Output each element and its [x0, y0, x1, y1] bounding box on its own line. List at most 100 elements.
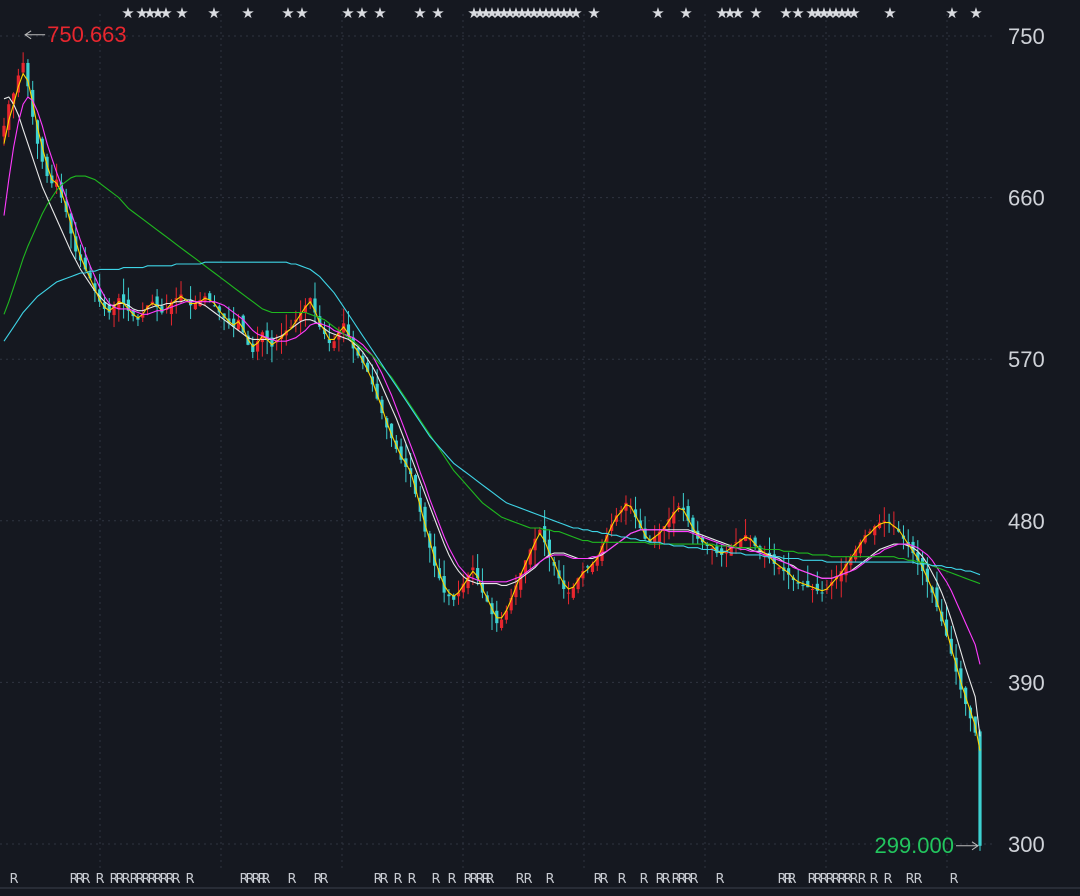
- candle-body: [739, 538, 743, 548]
- candle-body: [925, 568, 929, 582]
- star-icon: ★: [545, 4, 558, 22]
- star-icon: ★: [847, 4, 860, 22]
- star-icon: ★: [817, 4, 830, 22]
- candle-body: [342, 323, 346, 333]
- candle-body: [653, 536, 657, 543]
- star-icon: ★: [467, 4, 480, 22]
- r-marker-icon: R: [639, 872, 648, 887]
- candle-body: [849, 556, 853, 566]
- candle-body: [504, 610, 508, 620]
- star-icon: ★: [281, 4, 294, 22]
- r-marker-icon: R: [165, 872, 174, 887]
- candle-body: [93, 283, 97, 291]
- r-marker-icon: R: [245, 872, 254, 887]
- candle-body: [729, 545, 733, 556]
- candle-body: [375, 383, 379, 399]
- r-marker-icon: R: [447, 872, 456, 887]
- candle-body: [767, 552, 772, 559]
- r-marker-icon: R: [949, 872, 958, 887]
- candle-body: [763, 554, 767, 557]
- candle-body: [643, 528, 647, 539]
- candle-body: [538, 529, 542, 535]
- candle-body: [332, 341, 336, 349]
- candle-body: [160, 306, 164, 313]
- candle-body: [868, 531, 872, 534]
- candle-body: [978, 731, 982, 846]
- candle-body: [112, 305, 116, 316]
- candle-body: [423, 506, 427, 532]
- candle-body: [959, 668, 963, 690]
- r-marker-icon: R: [171, 872, 180, 887]
- candle-body: [26, 62, 30, 87]
- candle-body: [193, 303, 197, 310]
- candle-body: [131, 310, 135, 317]
- star-icon: ★: [557, 4, 570, 22]
- star-icon: ★: [563, 4, 576, 22]
- star-icon: ★: [829, 4, 842, 22]
- star-icon: ★: [151, 4, 164, 22]
- star-icon: ★: [527, 4, 540, 22]
- star-icon: ★: [731, 4, 744, 22]
- candle-body: [40, 138, 44, 162]
- star-icon: ★: [341, 4, 354, 22]
- candle-body: [595, 556, 599, 566]
- r-marker-icon: R: [393, 872, 402, 887]
- r-marker-icon: R: [883, 872, 892, 887]
- star-icon: ★: [503, 4, 516, 22]
- candle-body: [772, 554, 776, 564]
- candle-body: [208, 293, 212, 300]
- star-icon: ★: [651, 4, 664, 22]
- r-marker-icon: R: [825, 872, 834, 887]
- candle-body: [456, 592, 461, 597]
- r-marker-icon: R: [783, 872, 792, 887]
- r-marker-icon: R: [715, 872, 724, 887]
- star-icon: ★: [679, 4, 692, 22]
- r-marker-icon: R: [777, 872, 786, 887]
- candle-body: [581, 571, 585, 579]
- candle-body: [155, 296, 159, 308]
- candle-body: [586, 566, 590, 568]
- candle-body: [471, 567, 475, 571]
- candle-body: [83, 257, 87, 270]
- star-icon: ★: [121, 4, 134, 22]
- r-marker-icon: R: [141, 872, 150, 887]
- candle-body: [519, 572, 523, 590]
- candle-body: [102, 302, 107, 309]
- candle-body: [801, 584, 805, 586]
- r-marker-icon: R: [843, 872, 852, 887]
- r-marker-icon: R: [239, 872, 248, 887]
- ma-line: [3, 175, 981, 585]
- star-icon: ★: [521, 4, 534, 22]
- r-marker-icon: R: [655, 872, 664, 887]
- star-icon: ★: [143, 4, 156, 22]
- candle-body: [916, 552, 920, 561]
- star-icon: ★: [841, 4, 854, 22]
- r-marker-icon: R: [407, 872, 416, 887]
- candle-body: [576, 578, 580, 590]
- high-low-markers: 750.663 299.000: [24, 22, 979, 858]
- star-icon: ★: [485, 4, 498, 22]
- candle-body: [169, 301, 174, 315]
- r-marker-icon: R: [81, 872, 90, 887]
- candle-body: [715, 546, 719, 554]
- candle-body: [251, 343, 255, 353]
- r-marker-icon: R: [831, 872, 840, 887]
- candle-body: [796, 582, 800, 584]
- star-icon: ★: [811, 4, 824, 22]
- r-marker-icon: R: [813, 872, 822, 887]
- low-value-label: 299.000: [874, 833, 954, 858]
- candle-body: [174, 298, 178, 300]
- candle-body: [605, 535, 609, 543]
- candle-body: [873, 526, 877, 536]
- candle-body: [337, 330, 341, 340]
- r-marker-icon: R: [185, 872, 194, 887]
- star-icon: ★: [207, 4, 220, 22]
- candle-body: [107, 305, 111, 313]
- r-marker-icon: R: [287, 872, 296, 887]
- r-marker-icon: R: [469, 872, 478, 887]
- candle-body: [16, 75, 20, 93]
- r-marker-icon: R: [121, 872, 130, 887]
